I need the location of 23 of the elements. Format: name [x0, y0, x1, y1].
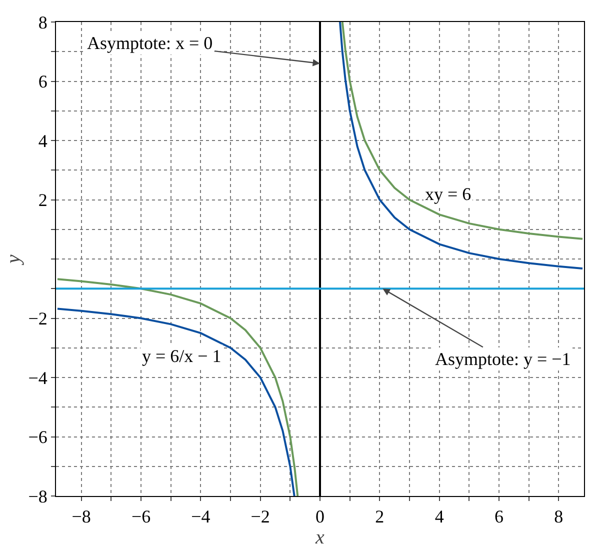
x-tick-label: 2 — [375, 506, 384, 527]
y-tick-label: −4 — [28, 368, 48, 388]
x-tick-label: 6 — [494, 506, 504, 527]
x-tick-label: −2 — [250, 506, 270, 527]
y-tick-label: −2 — [28, 308, 48, 329]
x-axis-title: x — [314, 526, 325, 549]
x-tick-label: 4 — [434, 506, 444, 527]
x-tick-label: −4 — [191, 506, 210, 527]
annotation: Asymptote: x = 0 — [87, 33, 213, 53]
x-tick-label: −8 — [72, 506, 91, 527]
x-tick-label: 0 — [316, 506, 324, 527]
y-tick-label: 6 — [38, 72, 48, 92]
annotation: Asymptote: y = −1 — [435, 349, 571, 369]
x-tick-label: −6 — [131, 506, 151, 527]
y-tick-label: 2 — [38, 190, 48, 210]
series-label: xy = 6 — [425, 184, 472, 204]
x-tick-label: 8 — [554, 506, 564, 527]
y-axis-title: y — [2, 254, 25, 266]
series-label: y = 6/x − 1 — [142, 346, 222, 366]
y-tick-label: −8 — [28, 486, 48, 506]
y-tick-label: −6 — [28, 427, 48, 448]
y-tick-label: 4 — [38, 130, 48, 151]
y-tick-label: 8 — [38, 12, 48, 32]
